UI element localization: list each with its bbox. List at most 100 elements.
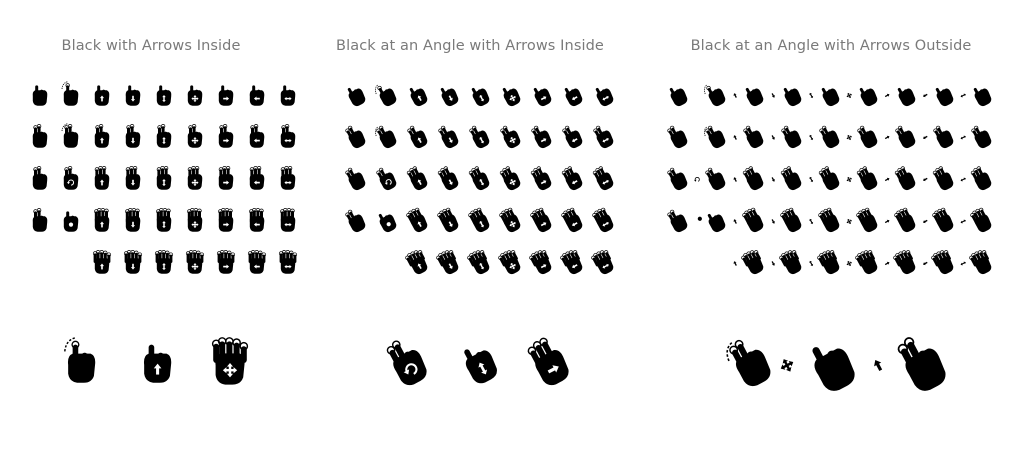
hand-glyph — [561, 207, 583, 233]
double-tap-icon — [48, 318, 104, 396]
swipe-left-1-icon — [239, 72, 269, 112]
hand-glyph — [530, 166, 552, 191]
hand-glyph — [498, 250, 521, 275]
hand-glyph — [218, 124, 234, 148]
drag-1-icon — [369, 72, 399, 112]
hand-glyph — [125, 166, 141, 190]
hand-glyph — [780, 347, 855, 391]
scroll-2-icon — [809, 114, 842, 154]
pinch-2-icon — [660, 198, 690, 238]
hand-glyph — [437, 207, 459, 233]
hand-glyph — [125, 85, 141, 106]
hand-glyph — [560, 250, 583, 275]
swipe-down-1-icon — [771, 72, 804, 112]
swipe-horizontal-1-icon — [586, 72, 616, 112]
swipe-left-3-icon — [555, 156, 585, 196]
hand-glyph — [187, 85, 203, 106]
swipe-right-icon — [514, 318, 574, 396]
scroll-4-icon — [809, 198, 842, 238]
hand-glyph — [249, 166, 265, 190]
hand-glyph — [562, 125, 583, 149]
drag-2-icon — [698, 114, 728, 154]
panel-angle-arrows-outside: Black at an Angle with Arrows Outside — [646, 0, 1016, 450]
scroll-5-icon — [462, 240, 492, 280]
hand-glyph — [884, 250, 916, 275]
hand-glyph — [32, 208, 48, 232]
swipe-down-4-icon — [771, 198, 804, 238]
hand-glyph — [249, 208, 265, 232]
swipe-horizontal-2-icon — [270, 114, 300, 154]
hand-glyph — [771, 125, 802, 149]
swipe-down-4-icon — [431, 198, 461, 238]
hand-glyph — [280, 85, 296, 106]
swipe-down-5-icon — [431, 240, 461, 280]
hand-glyph — [156, 208, 172, 232]
swipe-up-1-icon — [84, 72, 114, 112]
swipe-horizontal-3-icon — [586, 156, 616, 196]
hand-glyph — [406, 207, 428, 233]
hand-glyph — [561, 166, 583, 191]
swipe-left-1-icon — [922, 72, 956, 112]
swipe-horizontal-2-icon — [960, 114, 994, 154]
swipe-horizontal-3-icon — [960, 156, 994, 196]
hand-glyph — [218, 208, 234, 232]
move-5-icon — [177, 240, 207, 280]
hand-glyph — [733, 87, 764, 107]
swipe-down-3-icon — [771, 156, 804, 196]
move-2-icon — [846, 114, 880, 154]
swipe-left-2-icon — [922, 114, 956, 154]
hand-glyph — [874, 337, 946, 391]
scroll-3-icon — [146, 156, 176, 196]
spread-2-icon — [660, 156, 690, 196]
swipe-horizontal-4-icon — [586, 198, 616, 238]
hand-glyph — [216, 250, 236, 274]
swipe-left-5-icon — [922, 240, 956, 280]
hand-glyph — [922, 166, 954, 191]
swipe-right-4-icon — [524, 198, 554, 238]
hand-glyph — [280, 166, 296, 190]
swipe-left-3-icon — [239, 156, 269, 196]
hand-glyph — [280, 124, 296, 148]
hand-glyph — [733, 250, 764, 275]
swipe-down-4-icon — [115, 198, 145, 238]
drag-1-icon — [53, 72, 83, 112]
hand-glyph — [143, 344, 172, 383]
scroll-2-icon — [146, 114, 176, 154]
hand-glyph — [529, 250, 552, 275]
hand-glyph — [703, 125, 726, 149]
hand-glyph — [211, 337, 249, 385]
hand-glyph — [464, 349, 497, 384]
hand-glyph — [884, 125, 916, 149]
hand-glyph — [345, 209, 366, 233]
spread-2-icon — [22, 156, 52, 196]
rotate-2-icon — [369, 156, 399, 196]
move-3-icon — [846, 156, 880, 196]
scroll-1-icon — [146, 72, 176, 112]
hand-glyph — [63, 211, 79, 232]
hand-glyph — [61, 123, 79, 148]
spread-2-icon — [338, 156, 368, 196]
hand-glyph — [218, 166, 234, 190]
move-2-icon — [177, 114, 207, 154]
hand-glyph — [703, 84, 726, 107]
hand-glyph — [467, 250, 490, 275]
scroll-4-icon — [462, 198, 492, 238]
swipe-right-2-icon — [208, 114, 238, 154]
hand-glyph — [531, 125, 552, 149]
swipe-up-4-icon — [400, 198, 430, 238]
hand-glyph — [530, 207, 552, 233]
hand-glyph — [156, 124, 172, 148]
hand-glyph — [771, 250, 802, 275]
hand-glyph — [595, 87, 614, 107]
hand-glyph — [846, 125, 878, 149]
hand-glyph — [249, 124, 265, 148]
scroll-5-icon — [146, 240, 176, 280]
move-1-icon — [177, 72, 207, 112]
hand-glyph — [61, 81, 79, 106]
hand-glyph — [697, 213, 726, 233]
double-tap-2-icon — [714, 318, 776, 396]
touch-rotate-icon — [697, 198, 728, 238]
tap-1-icon — [660, 72, 690, 112]
hand-glyph — [440, 87, 459, 107]
hand-glyph — [156, 85, 172, 106]
